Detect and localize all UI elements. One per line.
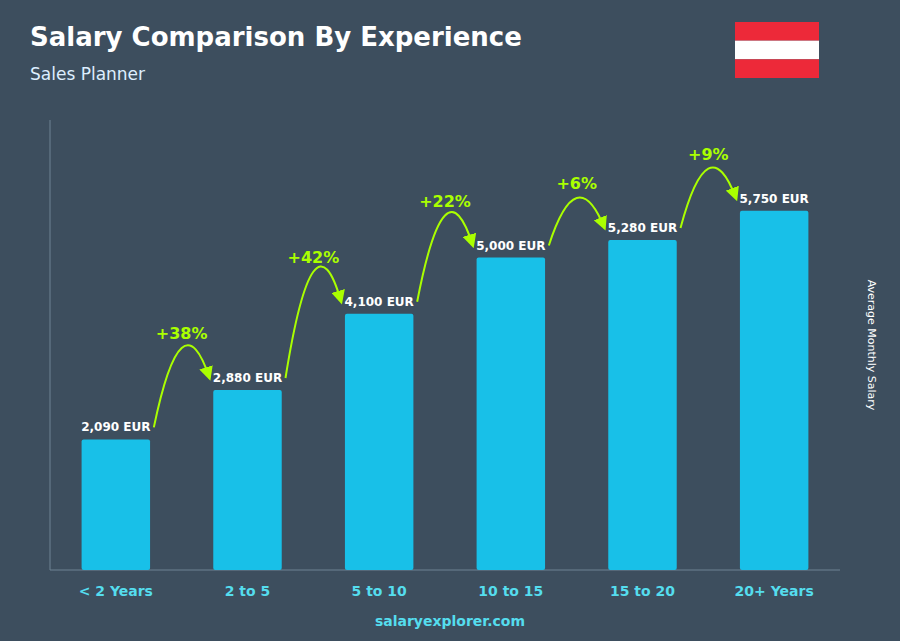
data-label: 5,750 EUR	[740, 192, 809, 206]
bars	[82, 211, 809, 570]
title: Salary Comparison By Experience	[30, 22, 522, 52]
annotation: +9%	[688, 145, 729, 164]
bar	[345, 314, 413, 570]
annotation: +42%	[287, 248, 339, 267]
data-label: 2,090 EUR	[81, 420, 150, 434]
y-axis-label: Average Monthly Salary	[865, 280, 878, 411]
bar	[740, 211, 808, 570]
change-arrow	[681, 167, 737, 228]
subtitle: Sales Planner	[30, 64, 145, 84]
annotation: +6%	[556, 174, 597, 193]
data-label: 5,280 EUR	[608, 221, 677, 235]
x-tick-label: 20+ Years	[735, 583, 814, 599]
change-arrow	[154, 345, 210, 427]
x-tick-label: < 2 Years	[79, 583, 153, 599]
flag	[735, 22, 819, 78]
change-arrow	[417, 212, 473, 302]
data-label: 4,100 EUR	[345, 295, 414, 309]
chart: Salary Comparison By Experience Sales Pla…	[0, 0, 900, 641]
bar	[608, 240, 676, 570]
footer: salaryexplorer.com	[375, 613, 525, 629]
x-tick-label: 5 to 10	[352, 583, 408, 599]
x-tick-label: 15 to 20	[610, 583, 675, 599]
y-axis-line	[50, 120, 51, 570]
flag-stripe	[735, 41, 819, 60]
bar	[477, 258, 545, 571]
bar	[213, 390, 281, 570]
flag-stripe	[735, 22, 819, 41]
x-tick-label: 10 to 15	[478, 583, 543, 599]
x-axis-line	[50, 570, 840, 571]
data-label: 2,880 EUR	[213, 371, 282, 385]
annotation: +38%	[156, 324, 208, 343]
annotation: +22%	[419, 192, 471, 211]
bar	[82, 439, 150, 570]
data-label: 5,000 EUR	[476, 239, 545, 253]
change-arrow	[549, 198, 605, 246]
change-arrow	[286, 266, 342, 378]
flag-stripe	[735, 59, 819, 78]
background	[0, 0, 900, 641]
x-tick-label: 2 to 5	[225, 583, 271, 599]
